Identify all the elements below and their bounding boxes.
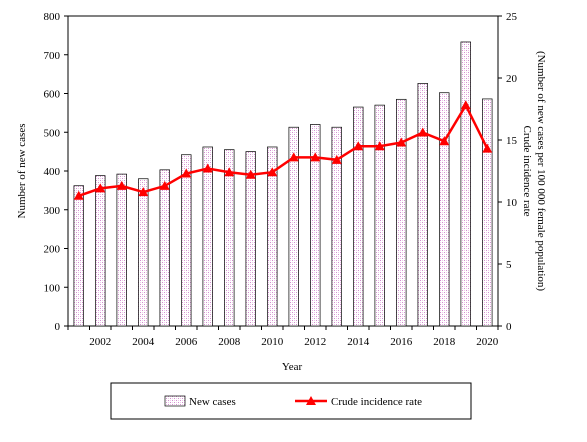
left-tick-label: 200 [44, 244, 61, 256]
bar-2018 [439, 92, 450, 327]
x-tick-label-2012: 2012 [304, 336, 326, 348]
bar-2013 [331, 126, 342, 327]
rate-marker-2009 [245, 169, 256, 179]
x-tick-label-2020: 2020 [476, 336, 499, 348]
rate-marker-2017 [417, 127, 428, 137]
bar-2017 [417, 83, 428, 327]
bar-2008 [224, 149, 235, 327]
bar-2016 [396, 98, 407, 327]
bar-2003 [116, 173, 127, 327]
right-tick-label: 5 [506, 259, 512, 271]
bar-2019 [460, 41, 471, 327]
right-tick-label: 20 [506, 73, 518, 85]
rate-marker-2016 [396, 137, 407, 147]
rate-marker-2020 [482, 143, 493, 153]
x-tick-label-2014: 2014 [347, 336, 370, 348]
left-tick-label: 600 [44, 89, 61, 101]
rate-marker-2013 [331, 154, 342, 164]
bar-2014 [353, 106, 364, 327]
legend-label-crude-incidence-rate: Crude incidence rate [331, 396, 422, 408]
rate-marker-2006 [181, 168, 192, 178]
left-axis: 0 100 200 300 400 500 600 700 800 [44, 11, 68, 333]
right-axis-title-line2: (Number of new cases per 100 000 female … [535, 51, 547, 291]
line-series [73, 100, 493, 200]
bar-2015 [374, 104, 385, 327]
rate-marker-2011 [288, 152, 299, 162]
legend-bar-swatch [164, 395, 186, 407]
left-tick-label: 800 [44, 11, 61, 23]
bar-2005 [159, 169, 170, 327]
x-tick-label-2018: 2018 [433, 336, 456, 348]
bar-2020 [482, 98, 493, 327]
right-tick-label: 25 [506, 11, 518, 23]
right-tick-label: 10 [506, 197, 518, 209]
rate-marker-2005 [159, 180, 170, 190]
legend-label-new-cases: New cases [189, 396, 236, 408]
rate-marker-2019 [460, 100, 471, 110]
rate-marker-2004 [138, 187, 149, 197]
legend: New cases Crude incidence rate [110, 382, 472, 420]
bar-2002 [95, 175, 106, 327]
left-tick-label: 100 [44, 282, 61, 294]
rate-marker-2001 [73, 190, 84, 200]
x-tick-label-2006: 2006 [175, 336, 198, 348]
bar-2007 [202, 146, 213, 327]
rate-marker-2007 [202, 163, 213, 173]
rate-marker-2012 [310, 152, 321, 162]
right-tick-label: 15 [506, 135, 518, 147]
plot-area-frame [67, 15, 499, 327]
left-tick-label: 500 [44, 127, 61, 139]
bar-2010 [267, 146, 278, 327]
x-tick-label-2008: 2008 [218, 336, 241, 348]
bar-2004 [138, 178, 149, 327]
left-tick-label: 0 [55, 321, 61, 333]
legend-frame [110, 382, 472, 420]
bar-2012 [310, 124, 321, 327]
left-tick-label: 400 [44, 166, 61, 178]
rate-marker-2008 [224, 167, 235, 177]
rate-marker-2010 [267, 167, 278, 177]
bar-2009 [245, 151, 256, 327]
right-axis: 0 5 10 15 20 25 [498, 11, 518, 333]
x-tick-label-2002: 2002 [89, 336, 111, 348]
x-axis-title: Year [282, 361, 303, 373]
bar-series [73, 41, 493, 327]
left-tick-label: 700 [44, 50, 61, 62]
rate-marker-2003 [116, 180, 127, 190]
rate-marker-2002 [95, 183, 106, 193]
x-tick-label-2010: 2010 [261, 336, 284, 348]
x-axis: 2002 2004 2006 2008 2010 2012 2014 2016 2018 2020 [67, 326, 499, 348]
right-tick-label: 0 [506, 321, 512, 333]
right-axis-title-line1: Crude incidence rate [521, 125, 533, 216]
bar-2011 [288, 126, 299, 327]
left-tick-label: 300 [44, 205, 61, 217]
x-tick-label-2016: 2016 [390, 336, 413, 348]
rate-marker-2014 [353, 141, 364, 151]
left-axis-title: Number of new cases [16, 124, 28, 219]
rate-marker-2015 [374, 141, 385, 151]
bar-2001 [73, 185, 84, 327]
bar-2006 [181, 154, 192, 327]
rate-marker-2018 [439, 136, 450, 146]
legend-triangle-marker [306, 396, 316, 405]
x-tick-label-2004: 2004 [132, 336, 155, 348]
